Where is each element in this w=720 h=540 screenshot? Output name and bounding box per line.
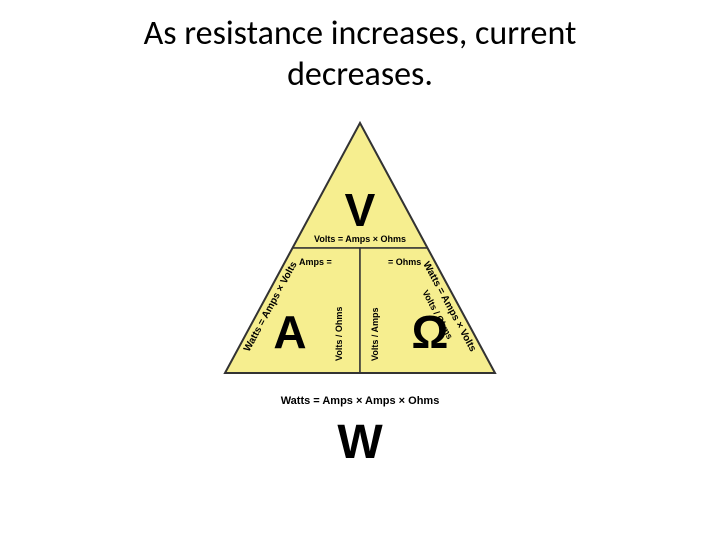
formula-ohms-label: = Ohms	[388, 257, 421, 267]
letter-a: A	[273, 306, 306, 358]
formula-amps-frac: Volts / Ohms	[334, 307, 344, 361]
page-title: As resistance increases, current decreas…	[0, 0, 720, 96]
formula-ohms-frac: Volts / Amps	[370, 307, 380, 361]
formula-volts: Volts = Amps × Ohms	[314, 234, 406, 244]
title-line-2: decreases.	[287, 54, 433, 95]
letter-v: V	[345, 184, 376, 236]
formula-watts: Watts = Amps × Amps × Ohms	[281, 395, 440, 407]
title-line-1: As resistance increases, current	[144, 13, 577, 54]
letter-w: W	[337, 416, 383, 468]
formula-amps-label: Amps =	[299, 257, 332, 267]
triangle-svg: V A Ω W Volts = Amps × Ohms Amps = Volts…	[185, 108, 535, 468]
ohms-law-triangle-diagram: V A Ω W Volts = Amps × Ohms Amps = Volts…	[185, 108, 535, 468]
